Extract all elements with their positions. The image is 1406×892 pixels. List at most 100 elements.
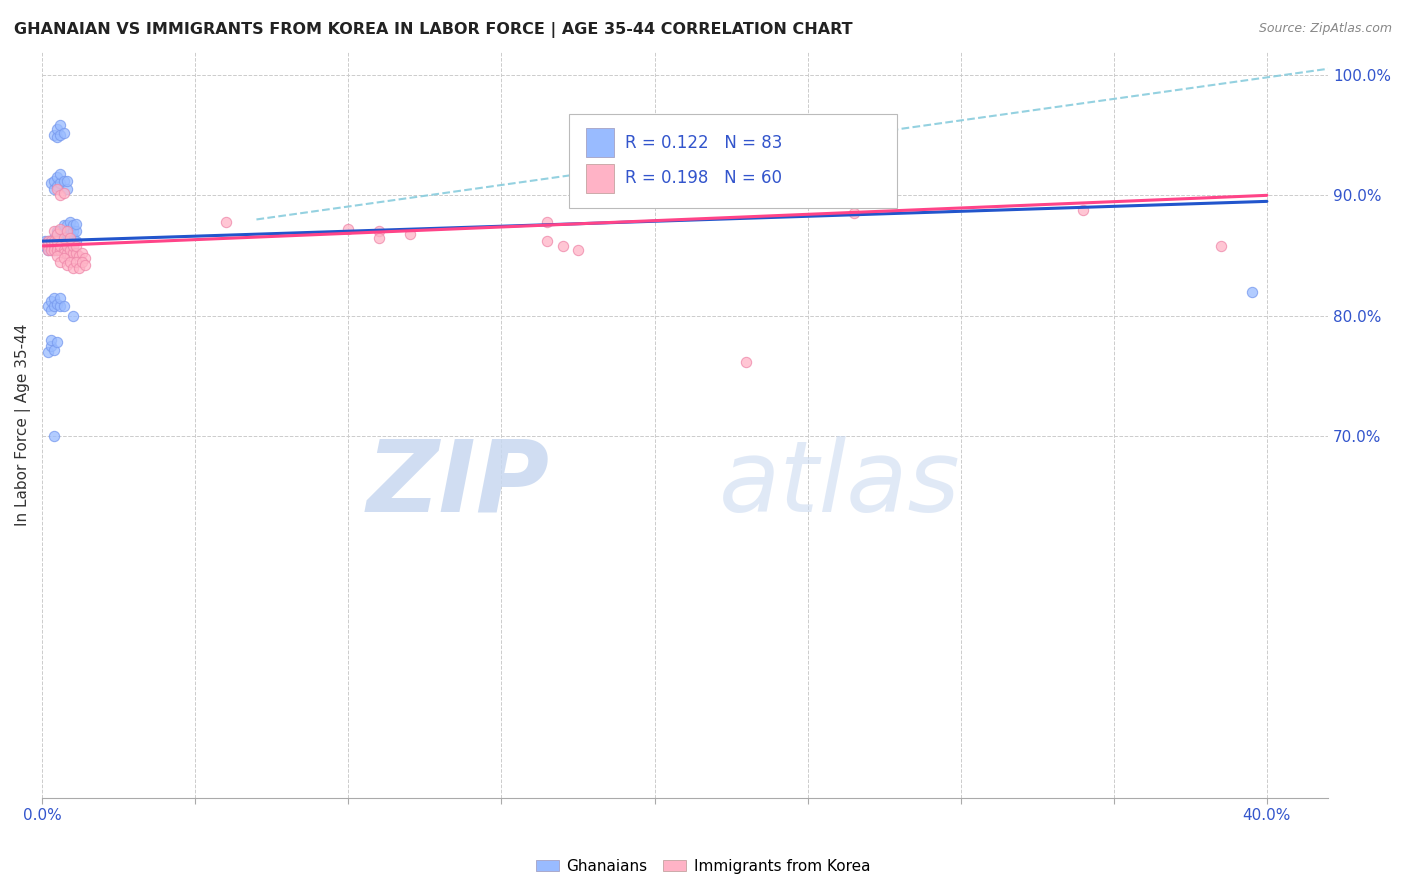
Point [39, 243, 62, 257]
Legend: Ghanaians, Immigrants from Korea: Ghanaians, Immigrants from Korea [530, 853, 876, 880]
Text: R = 0.122   N = 83: R = 0.122 N = 83 [624, 134, 782, 152]
FancyBboxPatch shape [586, 164, 614, 193]
Point [368, 230, 391, 244]
Point [842, 206, 865, 220]
Point [567, 243, 589, 257]
Point [44, 182, 66, 196]
Point [46, 234, 69, 248]
Point [44, 236, 66, 251]
Point [39, 239, 62, 253]
Point [39, 302, 62, 317]
Point [368, 225, 391, 239]
Point [49, 119, 72, 133]
Point [67, 260, 90, 275]
Point [46, 243, 69, 257]
Point [39, 339, 62, 353]
Point [62, 239, 84, 253]
Point [62, 246, 84, 260]
Point [52, 246, 75, 260]
Point [62, 230, 84, 244]
Point [37, 236, 59, 251]
Point [37, 243, 59, 257]
Point [551, 239, 574, 253]
Point [46, 243, 69, 257]
Point [73, 258, 96, 272]
Point [52, 236, 75, 251]
Point [65, 225, 87, 239]
Point [49, 167, 72, 181]
Point [49, 188, 72, 202]
Point [39, 239, 62, 253]
Point [46, 335, 69, 350]
Point [65, 217, 87, 231]
Point [46, 230, 69, 244]
Point [46, 297, 69, 311]
Point [37, 239, 59, 253]
Point [49, 254, 72, 268]
Point [55, 219, 77, 233]
Point [34, 236, 56, 251]
Point [59, 249, 82, 263]
Point [46, 249, 69, 263]
Point [59, 234, 82, 248]
Point [46, 239, 69, 253]
Point [70, 254, 93, 268]
Point [46, 130, 69, 145]
Point [62, 260, 84, 275]
FancyBboxPatch shape [586, 128, 614, 157]
Point [44, 234, 66, 248]
Point [65, 246, 87, 260]
Point [62, 219, 84, 233]
Point [73, 251, 96, 265]
Point [52, 299, 75, 313]
Point [39, 234, 62, 248]
Text: R = 0.198   N = 60: R = 0.198 N = 60 [624, 169, 782, 187]
Point [37, 299, 59, 313]
Point [49, 243, 72, 257]
Point [44, 243, 66, 257]
Point [59, 227, 82, 241]
Point [49, 225, 72, 239]
Point [52, 126, 75, 140]
Point [62, 309, 84, 323]
Point [52, 225, 75, 239]
Point [55, 258, 77, 272]
Point [1240, 285, 1263, 299]
Point [44, 225, 66, 239]
Point [55, 225, 77, 239]
Point [52, 230, 75, 244]
Point [49, 291, 72, 305]
Point [44, 234, 66, 248]
Point [44, 230, 66, 244]
Point [49, 176, 72, 190]
Point [536, 234, 558, 248]
Point [735, 354, 758, 368]
Point [39, 239, 62, 253]
Point [65, 239, 87, 253]
Point [46, 122, 69, 136]
Point [59, 215, 82, 229]
Point [67, 249, 90, 263]
Point [44, 239, 66, 253]
Point [46, 178, 69, 193]
Point [37, 234, 59, 248]
Point [65, 234, 87, 248]
Point [37, 345, 59, 359]
Text: ZIP: ZIP [367, 435, 550, 533]
Point [39, 236, 62, 251]
Point [62, 225, 84, 239]
Point [39, 294, 62, 309]
Point [49, 128, 72, 142]
Point [215, 215, 238, 229]
Text: GHANAIAN VS IMMIGRANTS FROM KOREA IN LABOR FORCE | AGE 35-44 CORRELATION CHART: GHANAIAN VS IMMIGRANTS FROM KOREA IN LAB… [14, 22, 852, 38]
Point [34, 234, 56, 248]
Point [46, 234, 69, 248]
Point [59, 254, 82, 268]
Point [44, 299, 66, 313]
Point [49, 234, 72, 248]
Point [46, 182, 69, 196]
Point [59, 230, 82, 244]
Point [49, 239, 72, 253]
Point [37, 243, 59, 257]
Point [49, 239, 72, 253]
